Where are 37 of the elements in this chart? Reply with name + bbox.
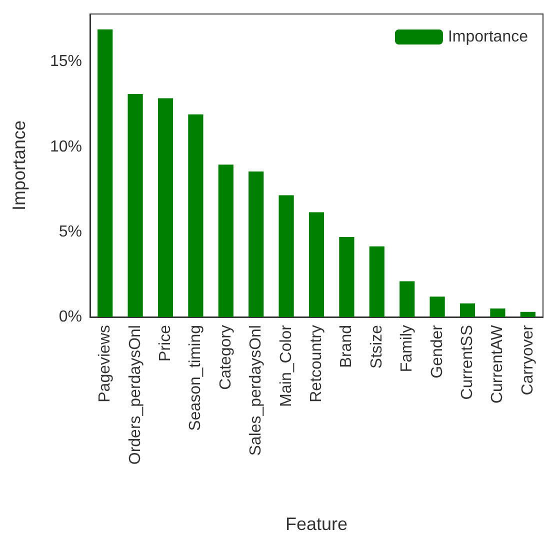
x-tick-label: Category: [217, 325, 234, 390]
bar: [308, 212, 324, 317]
x-tick-label: Carryover: [519, 324, 536, 396]
bar: [339, 236, 354, 317]
bar: [158, 98, 174, 317]
x-tick-label: Main_Color: [278, 324, 295, 407]
x-tick-label: CurrentSS: [459, 325, 476, 400]
bar: [218, 164, 234, 317]
x-tick-label: Brand: [338, 325, 356, 368]
bar: [369, 246, 384, 317]
x-axis-title: Feature: [285, 514, 348, 534]
bar: [460, 303, 476, 317]
bar: [430, 296, 445, 317]
y-tick-label: 0%: [58, 308, 82, 326]
bar: [278, 195, 294, 317]
bar: [490, 308, 506, 317]
x-tick-label: Gender: [428, 324, 446, 378]
x-tick-label: Sales_perdaysOnl: [248, 325, 265, 456]
x-tick-label: Retcountry: [308, 325, 325, 402]
x-tick-label: Orders_perdaysOnl: [126, 325, 144, 465]
y-tick-label: 10%: [50, 138, 82, 156]
legend-label: Importance: [448, 28, 528, 46]
x-tick-label: Stsize: [368, 324, 386, 369]
bar: [248, 171, 264, 317]
x-tick-label: Pageviews: [96, 325, 114, 402]
bar: [128, 94, 143, 317]
y-tick-label: 15%: [50, 53, 82, 70]
bar: [400, 281, 415, 317]
y-axis-title: Importance: [9, 120, 29, 211]
y-tick-label: 5%: [58, 223, 82, 240]
x-tick-label: Family: [398, 325, 416, 372]
bar: [98, 29, 113, 317]
x-tick-label: Season_timing: [187, 325, 204, 431]
x-tick-label: Price: [157, 324, 174, 362]
x-tick-label: CurrentAW: [489, 324, 506, 404]
bar: [520, 312, 536, 317]
bar: [188, 114, 204, 317]
